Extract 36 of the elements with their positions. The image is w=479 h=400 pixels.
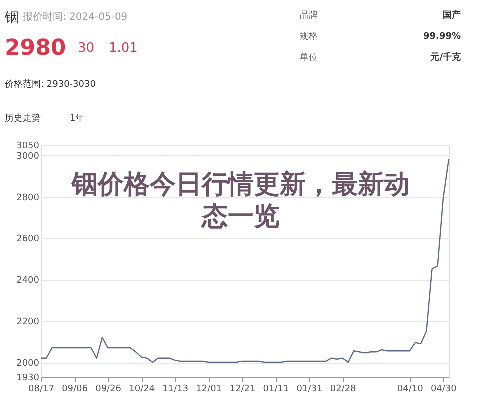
text: 1.01 bbox=[109, 41, 138, 56]
text: 1年 bbox=[70, 113, 85, 124]
text: 国产 bbox=[443, 10, 461, 21]
x-tick-label: 12/01 bbox=[196, 384, 222, 394]
x-tick-label: 01/11 bbox=[263, 384, 290, 394]
text: 元/千克 bbox=[430, 52, 462, 63]
x-tick-label: 01/31 bbox=[296, 384, 323, 394]
x-tick-label: 12/21 bbox=[230, 384, 256, 394]
text: 铟 bbox=[4, 10, 19, 26]
text: 30 bbox=[78, 41, 95, 56]
text: 品牌 bbox=[300, 10, 318, 21]
x-tick-label: 04/30 bbox=[430, 384, 458, 394]
y-tick-label: 2400 bbox=[16, 276, 40, 286]
y-tick-label: 3050 bbox=[16, 142, 40, 152]
y-tick-label: 2800 bbox=[16, 193, 40, 204]
y-tick-label: 2600 bbox=[16, 234, 40, 245]
x-tick-label: 04/10 bbox=[397, 384, 424, 394]
x-tick-label: 09/06 bbox=[62, 384, 88, 394]
text: 规格 bbox=[300, 31, 318, 42]
x-tick-label: 11/13 bbox=[162, 384, 189, 394]
y-tick-label: 3000 bbox=[16, 152, 40, 162]
text: 2980 bbox=[5, 36, 66, 61]
text: 历史走势 bbox=[5, 113, 41, 124]
x-tick-label: 08/17 bbox=[28, 384, 54, 394]
text: 价格范围: 2930-3030 bbox=[4, 79, 96, 90]
x-tick-label: 09/26 bbox=[96, 384, 122, 394]
y-tick-label: 2000 bbox=[16, 359, 40, 369]
line-series bbox=[40, 158, 450, 364]
x-tick-label: 10/24 bbox=[129, 384, 156, 394]
text: 99.99% bbox=[424, 32, 461, 42]
y-tick-label: 2200 bbox=[16, 318, 40, 328]
text: 报价时间: 2024-05-09 bbox=[22, 11, 128, 23]
text: 单位 bbox=[300, 52, 318, 63]
text: 铟价格今日行情更新，最新动态一览 bbox=[71, 170, 410, 232]
x-tick-label: 02/28 bbox=[330, 384, 357, 394]
y-tick-label: 1930 bbox=[16, 374, 40, 384]
